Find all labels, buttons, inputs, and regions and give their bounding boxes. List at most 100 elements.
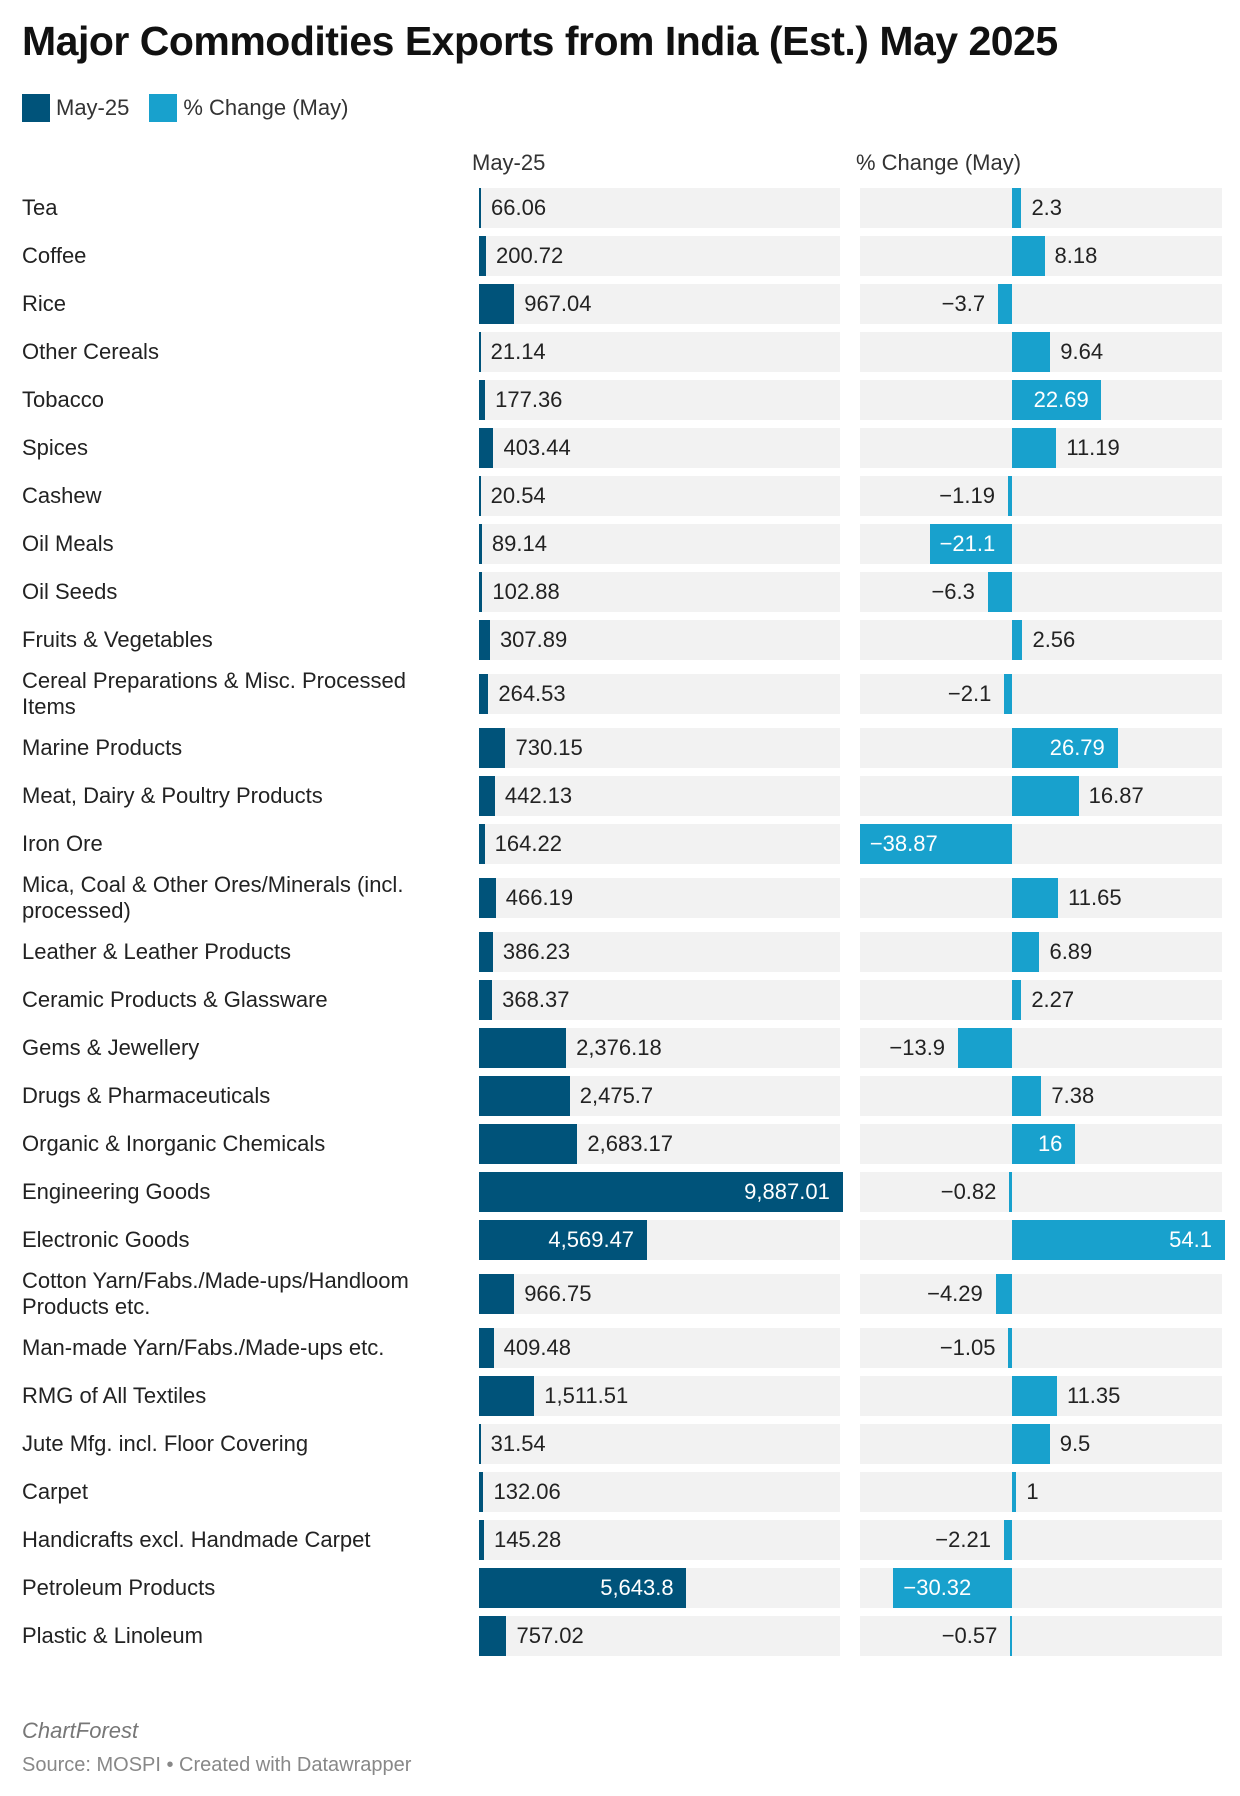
bar-cell-change: −0.57 [859, 1616, 1222, 1656]
bar-may25 [478, 1274, 515, 1314]
bar-cell-change: −3.7 [859, 284, 1222, 324]
chart-title: Major Commodities Exports from India (Es… [22, 18, 1058, 64]
value-label-change: 8.18 [1054, 243, 1098, 268]
bar-cell-may25: 1,511.51 [478, 1376, 840, 1416]
table-row: Handicrafts excl. Handmade Carpet 145.28 −… [22, 1520, 1222, 1560]
bar-cell-change: 22.69 [859, 380, 1222, 420]
legend-item-change: % Change (May) [149, 94, 348, 122]
bar-may25 [478, 284, 515, 324]
row-label: Handicrafts excl. Handmade Carpet [22, 1527, 371, 1552]
bar-change [1012, 1220, 1225, 1260]
value-label-change: −13.9 [889, 1035, 946, 1060]
bar-cell-change: −1.05 [859, 1328, 1222, 1368]
value-label-may25: 307.89 [499, 627, 568, 652]
row-label: Engineering Goods [22, 1179, 211, 1204]
bar-change [1012, 188, 1022, 228]
bar-may25 [478, 728, 506, 768]
table-row: Plastic & Linoleum 757.02 −0.57 [22, 1616, 1222, 1656]
bar-cell-may25: 2,683.17 [478, 1124, 840, 1164]
table-row: Oil Seeds 102.88 −6.3 [22, 572, 1222, 612]
value-label-may25: 966.75 [524, 1281, 592, 1306]
value-label-may25: 21.14 [490, 339, 546, 364]
value-label-change: 26.79 [1049, 735, 1105, 760]
bar-cell-may25: 757.02 [478, 1616, 840, 1656]
bar-may25 [478, 1028, 567, 1068]
value-label-change: 2.56 [1032, 627, 1076, 652]
row-label: Cashew [22, 483, 102, 508]
table-row: Tobacco 177.36 22.69 [22, 380, 1222, 420]
table-row: Drugs & Pharmaceuticals 2,475.7 7.38 [22, 1076, 1222, 1116]
value-label-change: −38.87 [869, 831, 938, 856]
bar-may25 [478, 776, 495, 816]
bar-may25 [478, 824, 485, 864]
bar-cell-change: 54.1 [859, 1220, 1225, 1260]
bar-cell-change: 1 [859, 1472, 1222, 1512]
bar-cell-may25: 442.13 [478, 776, 840, 816]
table-row: Electronic Goods 4,569.47 54.1 [22, 1220, 1225, 1260]
bar-change [997, 284, 1013, 324]
row-label: Oil Seeds [22, 579, 118, 604]
bar-change [1003, 1520, 1013, 1560]
value-label-may25: 164.22 [494, 831, 562, 856]
row-label: Fruits & Vegetables [22, 627, 213, 652]
table-row: Gems & Jewellery 2,376.18 −13.9 [22, 1028, 1222, 1068]
row-label: Other Cereals [22, 339, 159, 364]
table-row: Engineering Goods 9,887.01 −0.82 [22, 1172, 1222, 1212]
bar-cell-change: −38.87 [859, 824, 1222, 864]
bar-cell-change: −30.32 [859, 1568, 1222, 1608]
value-label-may25: 200.72 [495, 243, 564, 268]
bar-change [1012, 878, 1059, 918]
table-row: Man-made Yarn/Fabs./Made-ups etc. 409.48 −… [22, 1328, 1222, 1368]
brand-note: ChartForest [22, 1718, 139, 1743]
row-label: Iron Ore [22, 831, 103, 856]
bar-cell-may25: 102.88 [478, 572, 840, 612]
value-label-may25: 757.02 [516, 1623, 584, 1648]
row-label: Meat, Dairy & Poultry Products [22, 783, 323, 808]
row-label: Rice [22, 291, 67, 316]
bar-cell-change: −2.1 [859, 674, 1222, 714]
value-label-may25: 403.44 [503, 435, 571, 460]
table-row: Petroleum Products 5,643.8 −30.32 [22, 1568, 1222, 1608]
chart-rows: Tea 66.06 2.3 Coffee 200.72 8.18 Rice 967.04 −3.… [22, 188, 1225, 1664]
bar-may25 [478, 932, 493, 972]
row-label: Petroleum Products [22, 1575, 216, 1600]
value-label-change: 2.3 [1031, 195, 1063, 220]
bar-cell-change: −2.21 [859, 1520, 1222, 1560]
bar-may25 [478, 188, 482, 228]
bar-cell-may25: 466.19 [478, 878, 840, 918]
value-label-may25: 4,569.47 [548, 1227, 635, 1252]
value-label-change: −4.29 [927, 1281, 983, 1306]
row-label: Cereal Preparations & Misc. Processed It… [22, 668, 406, 719]
bar-cell-change: 7.38 [859, 1076, 1222, 1116]
bar-cell-may25: 145.28 [478, 1520, 840, 1560]
bar-cell-change: −0.82 [859, 1172, 1222, 1212]
bar-may25 [478, 428, 494, 468]
bar-change [893, 1568, 1013, 1608]
bar-change [1008, 1328, 1013, 1368]
row-label: Cotton Yarn/Fabs./Made-ups/Handloom Prod… [22, 1268, 409, 1319]
bar-change [1012, 236, 1045, 276]
bar-cell-may25: 368.37 [478, 980, 840, 1020]
bar-change [1009, 1172, 1013, 1212]
value-label-change: 11.65 [1068, 885, 1122, 910]
value-label-may25: 9,887.01 [744, 1179, 830, 1204]
bar-may25 [478, 380, 486, 420]
bar-cell-may25: 132.06 [478, 1472, 840, 1512]
value-label-change: −21.1 [939, 531, 996, 556]
bar-cell-may25: 307.89 [478, 620, 840, 660]
value-label-change: 54.1 [1169, 1227, 1212, 1252]
bar-may25 [478, 1328, 494, 1368]
value-label-change: −1.05 [939, 1335, 996, 1360]
source-note: Source: MOSPI • Created with Datawrapper [22, 1754, 412, 1776]
bar-may25 [478, 878, 496, 918]
row-label: Mica, Coal & Other Ores/Minerals (incl. … [22, 872, 404, 923]
value-label-may25: 386.23 [502, 939, 571, 964]
value-label-may25: 368.37 [502, 987, 570, 1012]
bar-change [859, 824, 1013, 864]
bar-change [1012, 776, 1079, 816]
bar-cell-change: 11.35 [859, 1376, 1222, 1416]
bar-change [1012, 380, 1102, 420]
table-row: Oil Meals 89.14 −21.1 [22, 524, 1222, 564]
bar-change [1010, 1616, 1013, 1656]
